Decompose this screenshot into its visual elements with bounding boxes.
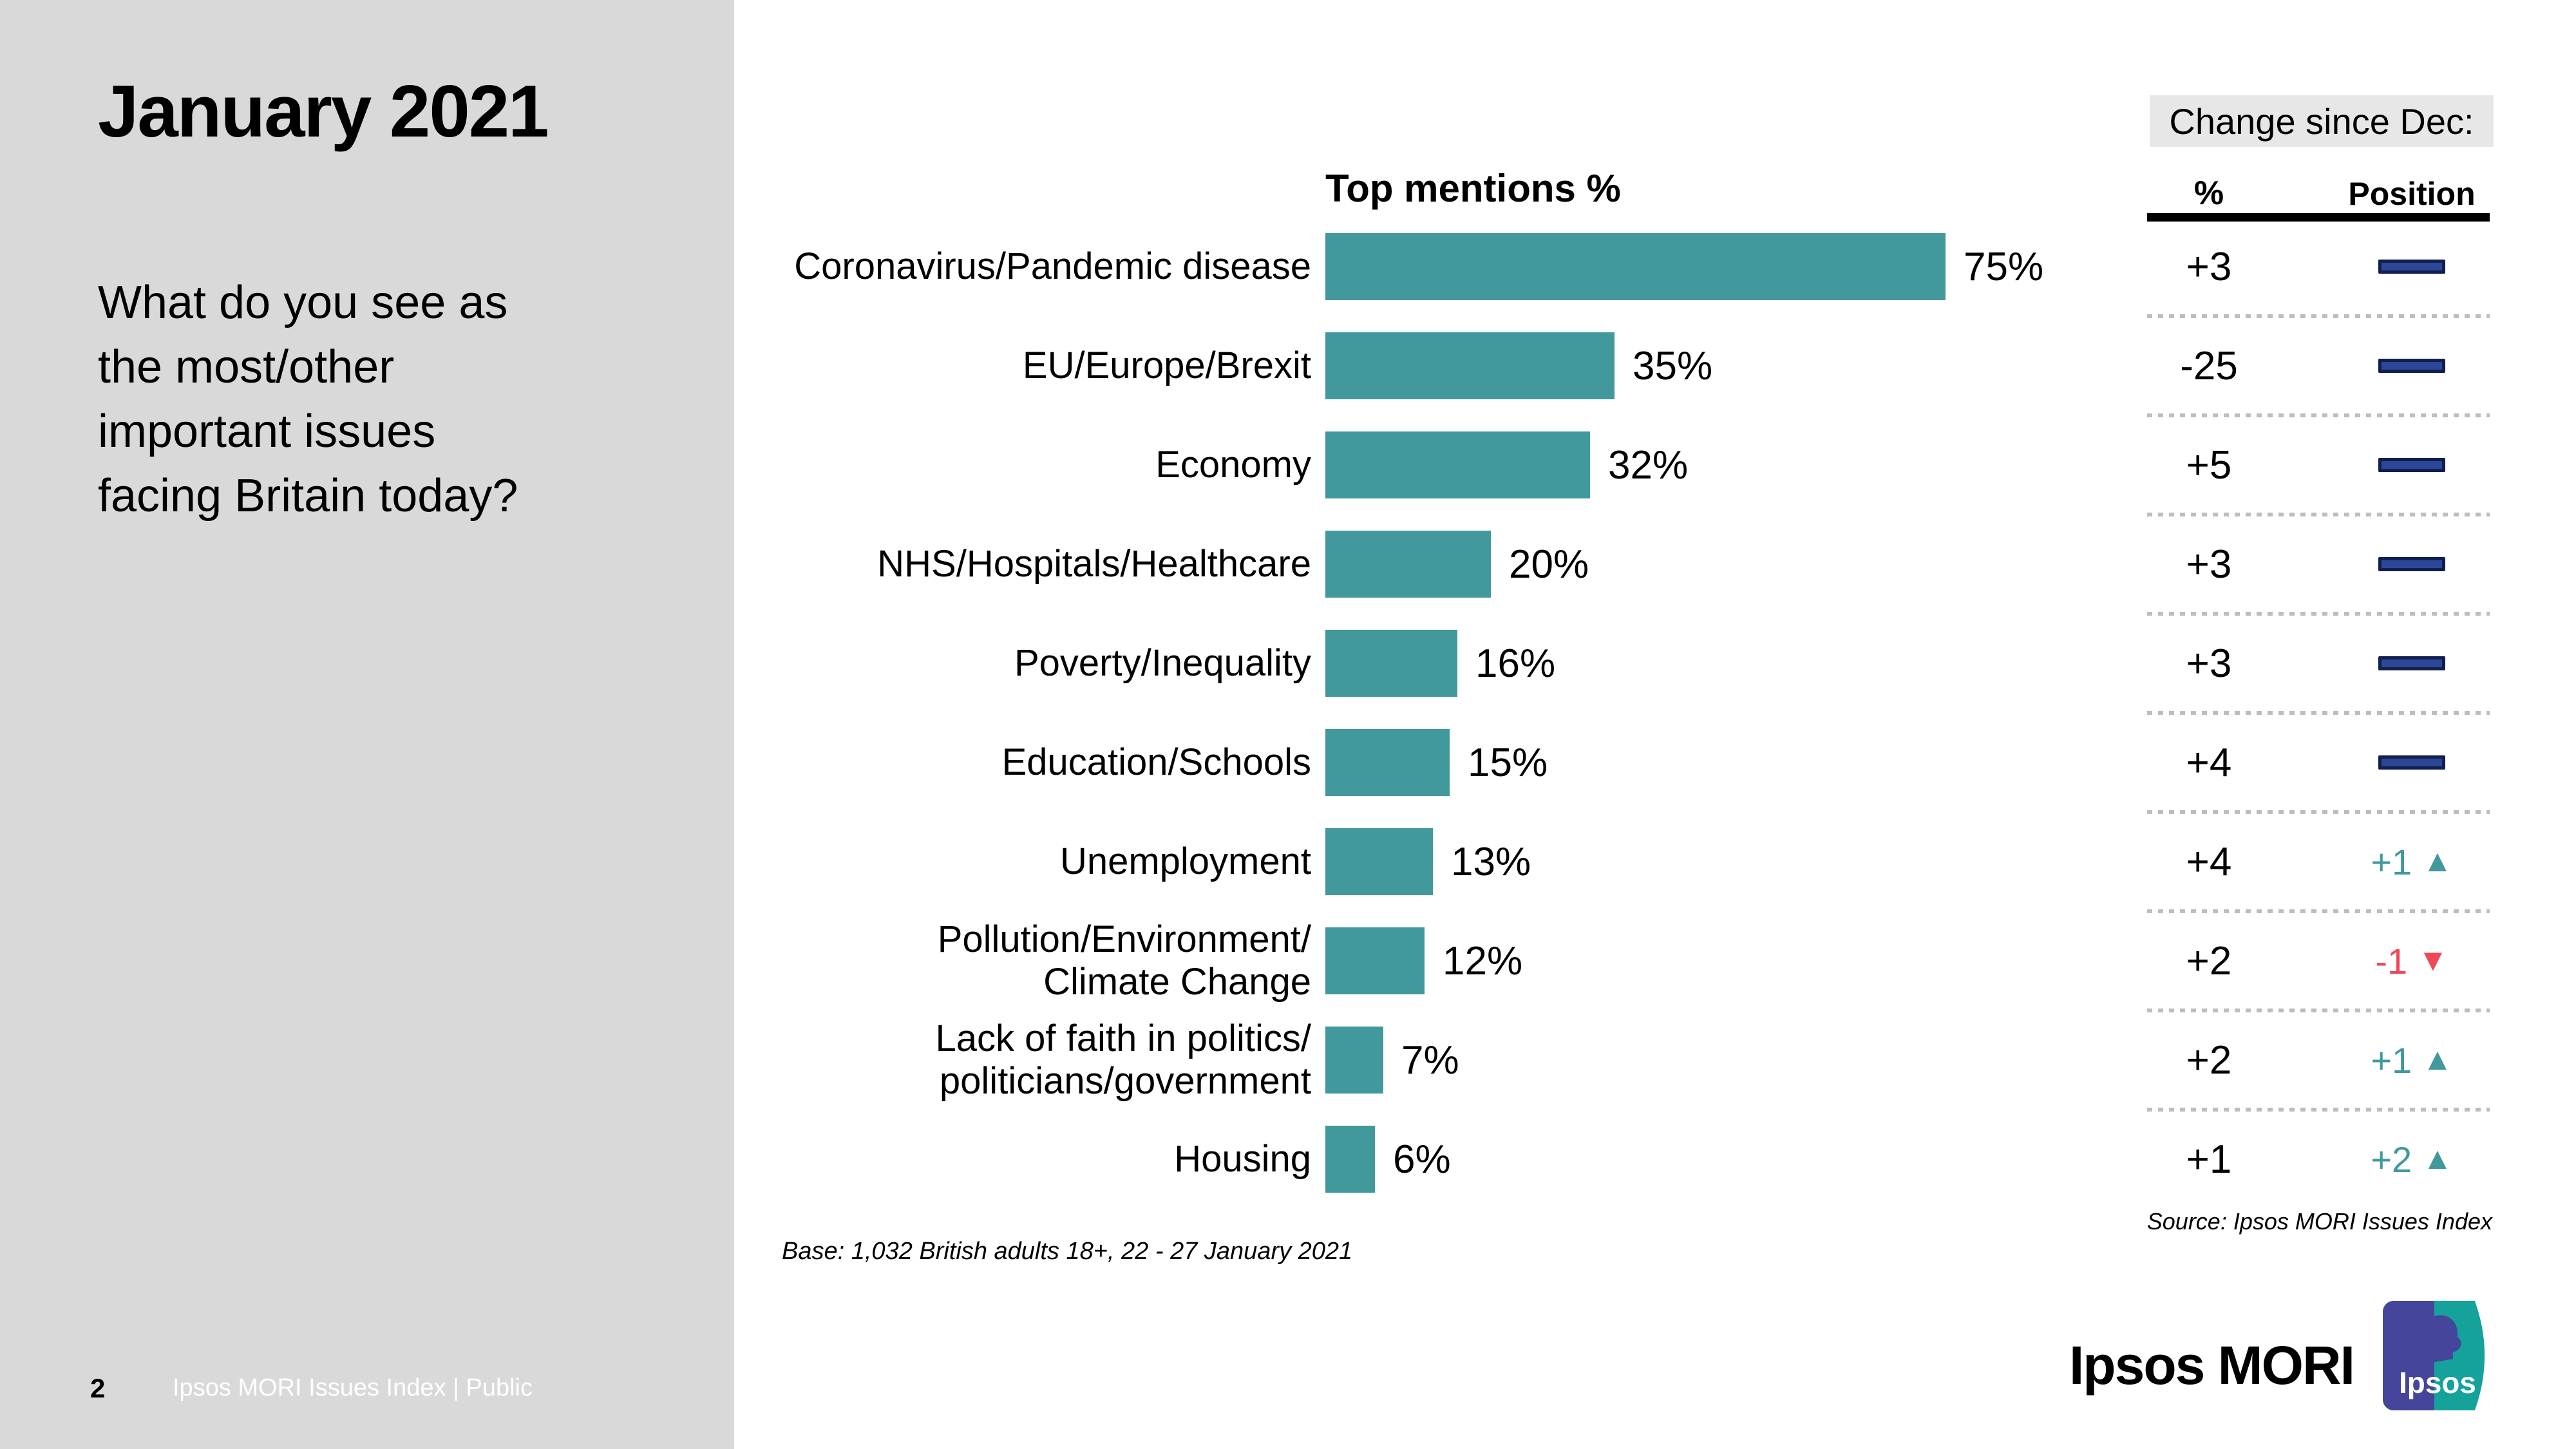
position-change-cell <box>2315 332 2508 399</box>
category-label: NHS/Hospitals/Healthcare <box>877 543 1311 585</box>
category-label: EU/Europe/Brexit <box>1022 345 1311 386</box>
row-separator <box>2147 1009 2490 1012</box>
value-label: 15% <box>1468 740 1548 785</box>
value-label: 13% <box>1451 839 1531 884</box>
change-pct-value: +5 <box>2186 442 2232 488</box>
sidebar: January 2021 What do you see as the most… <box>0 0 734 1449</box>
category-label: Pollution/Environment/ Climate Change <box>937 918 1311 1003</box>
change-pct-value: +1 <box>2186 1137 2232 1182</box>
category-label: Unemployment <box>1059 840 1311 882</box>
no-change-dash-icon <box>2378 755 2445 770</box>
no-change-dash-icon <box>2378 557 2445 571</box>
bar <box>1325 431 1590 498</box>
change-pct-value: +2 <box>2186 1037 2232 1083</box>
change-panel-header: Change since Dec: <box>2150 95 2494 147</box>
position-change-cell: +1 ▲ <box>2315 828 2508 895</box>
category-label: Poverty/Inequality <box>1014 642 1311 684</box>
row-separator <box>2147 612 2490 616</box>
bar <box>1325 233 1946 300</box>
change-pct-value: +4 <box>2186 740 2232 785</box>
value-label: 32% <box>1608 442 1689 488</box>
row-separator <box>2147 1108 2490 1112</box>
bar <box>1325 927 1425 994</box>
position-change-cell: -1 ▼ <box>2315 927 2508 994</box>
category-label: Education/Schools <box>1001 741 1311 783</box>
row-separator <box>2147 513 2490 516</box>
change-pct-value: +4 <box>2186 839 2232 884</box>
position-change-cell <box>2315 431 2508 498</box>
up-arrow-icon: ▲ <box>2422 1043 2453 1077</box>
position-change-value: +1 <box>2371 1039 2412 1081</box>
row-separator <box>2147 314 2490 318</box>
row-separator <box>2147 909 2490 913</box>
value-label: 6% <box>1393 1137 1451 1182</box>
no-change-dash-icon <box>2378 458 2445 472</box>
value-label: 7% <box>1401 1037 1459 1083</box>
position-change-value: -1 <box>2375 940 2408 981</box>
value-label: 16% <box>1475 641 1556 686</box>
row-separator <box>2147 810 2490 814</box>
change-pct-value: -25 <box>2180 343 2238 388</box>
down-arrow-icon: ▼ <box>2418 943 2448 978</box>
position-change-value: +2 <box>2371 1139 2412 1180</box>
logo-text: Ipsos <box>2399 1366 2476 1399</box>
no-change-dash-icon <box>2378 656 2445 670</box>
no-change-dash-icon <box>2378 260 2445 274</box>
change-pct-value: +3 <box>2186 244 2232 289</box>
category-label: Coronavirus/Pandemic disease <box>794 245 1311 287</box>
bar <box>1325 729 1450 796</box>
chart-title: Top mentions % <box>1325 167 1621 210</box>
up-arrow-icon: ▲ <box>2422 1142 2453 1176</box>
position-change-cell: +2 ▲ <box>2315 1126 2508 1193</box>
survey-question: What do you see as the most/other import… <box>98 277 518 522</box>
header-rule <box>2147 213 2490 222</box>
bar <box>1325 531 1491 598</box>
source-note: Source: Ipsos MORI Issues Index <box>2146 1208 2492 1235</box>
value-label: 20% <box>1509 542 1589 587</box>
value-label: 12% <box>1443 938 1523 983</box>
position-change-cell <box>2315 531 2508 598</box>
footer-label: Ipsos MORI Issues Index | Public <box>173 1374 533 1401</box>
category-label: Housing <box>1174 1138 1311 1180</box>
up-arrow-icon: ▲ <box>2422 844 2453 878</box>
column-header-percent: % <box>2193 175 2224 212</box>
change-pct-value: +3 <box>2186 641 2232 686</box>
no-change-dash-icon <box>2378 359 2445 373</box>
position-change-cell <box>2315 233 2508 300</box>
ipsos-logo: Ipsos <box>2383 1301 2485 1410</box>
value-label: 75% <box>1964 244 2044 289</box>
position-change-cell <box>2315 729 2508 796</box>
bar <box>1325 828 1433 895</box>
bar <box>1325 1126 1375 1193</box>
row-separator <box>2147 413 2490 417</box>
position-change-cell: +1 ▲ <box>2315 1027 2508 1094</box>
face-silhouette-icon <box>2434 1315 2461 1363</box>
position-change-value: +1 <box>2371 841 2412 882</box>
logo-shape-indigo <box>2383 1301 2434 1410</box>
bar <box>1325 1027 1383 1094</box>
change-pct-value: +3 <box>2186 542 2232 587</box>
base-note: Base: 1,032 British adults 18+, 22 - 27 … <box>782 1238 1353 1265</box>
row-separator <box>2147 711 2490 715</box>
page-number: 2 <box>90 1373 106 1403</box>
ipsos-mori-wordmark: Ipsos MORI <box>2069 1335 2355 1396</box>
sidebar-footer: 2 Ipsos MORI Issues Index | Public <box>0 1373 734 1412</box>
position-change-cell <box>2315 630 2508 697</box>
bar <box>1325 630 1457 697</box>
bar <box>1325 332 1615 399</box>
change-pct-value: +2 <box>2186 938 2232 983</box>
column-header-position: Position <box>2348 176 2476 212</box>
value-label: 35% <box>1633 343 1713 388</box>
category-label: Economy <box>1155 444 1311 486</box>
category-label: Lack of faith in politics/ politicians/g… <box>935 1018 1311 1102</box>
page-title: January 2021 <box>98 71 549 153</box>
